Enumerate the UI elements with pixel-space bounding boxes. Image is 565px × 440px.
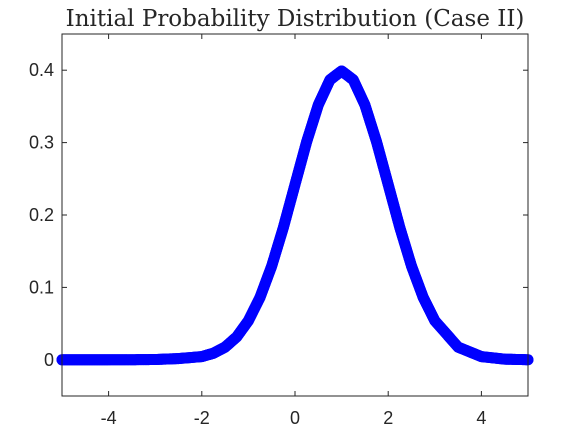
y-tick-label: 0.4 [29,60,54,80]
y-tick-label: 0.2 [29,205,54,225]
ticks-layer: -4 -2 0 2 4 0 0.1 0.2 0.3 0.4 [29,34,528,428]
x-tick-label: 0 [290,408,300,428]
x-tick-label: -4 [101,408,117,428]
x-tick-label: 2 [383,408,393,428]
y-tick-label: 0 [44,350,54,370]
series-layer [56,65,534,366]
y-tick-label: 0.3 [29,133,54,153]
axes-box [61,33,529,397]
x-tick-label: 4 [476,408,486,428]
x-tick-label: -2 [194,408,210,428]
y-tick-label: 0.1 [29,277,54,297]
chart-title: Initial Probability Distribution (Case I… [66,6,525,32]
